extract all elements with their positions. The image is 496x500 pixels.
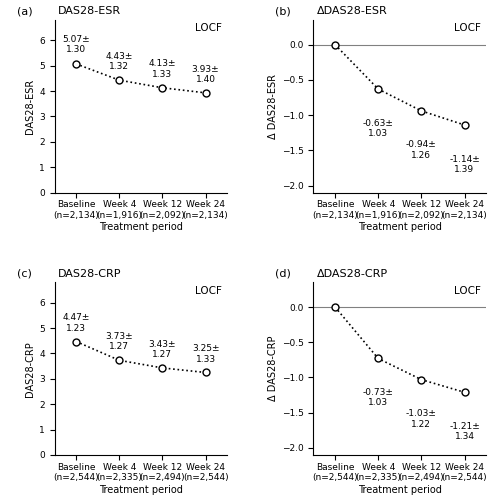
Text: LOCF: LOCF xyxy=(195,286,222,296)
Text: -0.73±
1.03: -0.73± 1.03 xyxy=(363,388,394,407)
Text: (d): (d) xyxy=(275,268,291,278)
Text: -0.94±
1.26: -0.94± 1.26 xyxy=(406,140,436,160)
Text: -1.14±
1.39: -1.14± 1.39 xyxy=(449,154,480,174)
Text: 3.43±
1.27: 3.43± 1.27 xyxy=(149,340,176,359)
Y-axis label: DAS28-CRP: DAS28-CRP xyxy=(25,341,35,396)
Text: LOCF: LOCF xyxy=(195,24,222,34)
Text: DAS28-ESR: DAS28-ESR xyxy=(58,6,121,16)
X-axis label: Treatment period: Treatment period xyxy=(99,485,183,495)
Text: 3.25±
1.33: 3.25± 1.33 xyxy=(192,344,219,364)
Y-axis label: Δ DAS28-ESR: Δ DAS28-ESR xyxy=(268,74,278,139)
Text: -1.03±
1.22: -1.03± 1.22 xyxy=(406,409,437,428)
Text: ΔDAS28-ESR: ΔDAS28-ESR xyxy=(317,6,388,16)
Text: LOCF: LOCF xyxy=(454,286,481,296)
X-axis label: Treatment period: Treatment period xyxy=(358,222,442,232)
X-axis label: Treatment period: Treatment period xyxy=(358,485,442,495)
Text: 5.07±
1.30: 5.07± 1.30 xyxy=(62,35,90,54)
Text: 4.13±
1.33: 4.13± 1.33 xyxy=(149,60,176,79)
Text: (b): (b) xyxy=(275,6,291,16)
Text: DAS28-CRP: DAS28-CRP xyxy=(58,268,122,278)
Text: -0.63±
1.03: -0.63± 1.03 xyxy=(363,118,394,138)
Text: LOCF: LOCF xyxy=(454,24,481,34)
Text: (c): (c) xyxy=(16,268,31,278)
Text: 3.73±
1.27: 3.73± 1.27 xyxy=(106,332,133,351)
Y-axis label: DAS28-ESR: DAS28-ESR xyxy=(25,78,35,134)
Text: 4.47±
1.23: 4.47± 1.23 xyxy=(62,313,90,332)
Text: -1.21±
1.34: -1.21± 1.34 xyxy=(449,422,480,442)
Text: ΔDAS28-CRP: ΔDAS28-CRP xyxy=(317,268,388,278)
Y-axis label: Δ DAS28-CRP: Δ DAS28-CRP xyxy=(268,336,278,402)
Text: 3.93±
1.40: 3.93± 1.40 xyxy=(192,64,219,84)
Text: 4.43±
1.32: 4.43± 1.32 xyxy=(106,52,133,72)
X-axis label: Treatment period: Treatment period xyxy=(99,222,183,232)
Text: (a): (a) xyxy=(16,6,32,16)
